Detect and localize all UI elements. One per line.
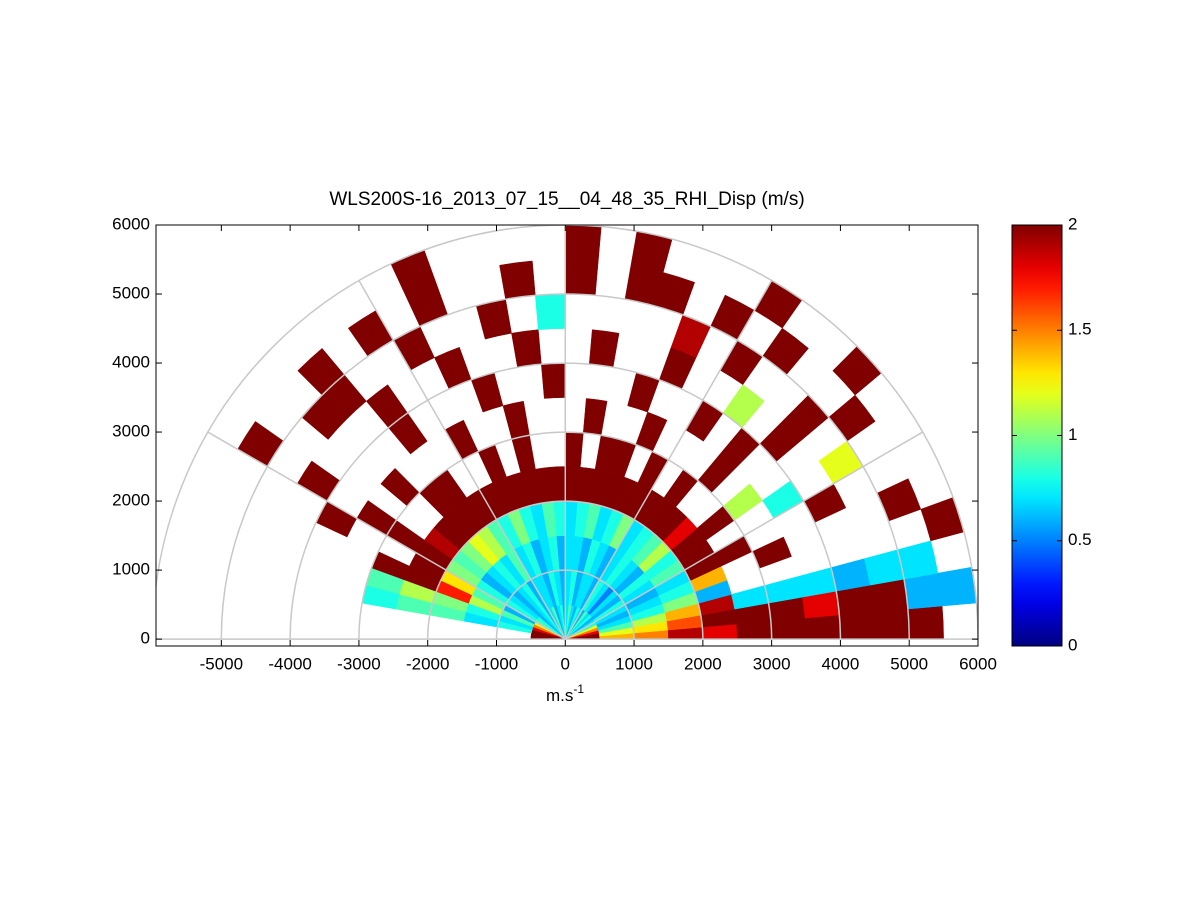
plot-area [156, 225, 978, 640]
x-tick-label: -1000 [475, 654, 518, 673]
cell [565, 225, 602, 262]
cell [830, 558, 871, 592]
y-tick-label: 6000 [112, 214, 150, 233]
colorbar [1011, 224, 1063, 647]
x-axis-label-base: m.s [546, 686, 573, 705]
x-tick-label: -3000 [337, 654, 380, 673]
cell [710, 294, 755, 341]
cell [663, 469, 699, 508]
axes-box [155, 224, 979, 647]
cell [719, 339, 763, 386]
colorbar-tick-label: 2 [1068, 214, 1077, 233]
y-tick-label: 1000 [112, 560, 150, 579]
cell [920, 497, 965, 542]
cell [296, 460, 341, 502]
x-tick-label: 2000 [684, 654, 722, 673]
y-tick-label: 4000 [112, 353, 150, 372]
y-tick-label: 2000 [112, 491, 150, 510]
cell [237, 421, 284, 467]
cell [541, 362, 566, 399]
cell [828, 394, 876, 442]
polar-spoke [564, 280, 773, 640]
cell [839, 611, 876, 640]
x-tick-label: 4000 [822, 654, 860, 673]
x-tick-label: 0 [561, 654, 570, 673]
cell [565, 259, 599, 296]
polar-spoke [564, 431, 924, 640]
cell [762, 327, 809, 376]
cell [722, 384, 765, 428]
x-axis-label-sup: -1 [573, 682, 584, 696]
colorbar-tick-label: 0.5 [1068, 530, 1092, 549]
colorbar-tick-label: 1.5 [1068, 320, 1092, 339]
x-tick-label: 5000 [890, 654, 928, 673]
y-tick-label: 5000 [112, 284, 150, 303]
cell [832, 345, 882, 396]
cell [535, 293, 566, 330]
cell [876, 478, 922, 522]
cell [347, 310, 394, 357]
cell [499, 260, 536, 300]
cell [392, 326, 435, 371]
cell [582, 398, 608, 436]
x-tick-label: 3000 [753, 654, 791, 673]
cell [502, 400, 530, 440]
cell [804, 614, 841, 640]
cell [937, 566, 977, 607]
colorbar-tick-label: 0 [1068, 635, 1077, 654]
polar-spoke [207, 431, 566, 640]
cell [754, 280, 803, 329]
x-tick-label: 6000 [959, 654, 997, 673]
cell [511, 329, 542, 368]
cell [903, 572, 943, 610]
cell [380, 467, 420, 507]
x-tick-label: 1000 [615, 654, 653, 673]
cell [818, 440, 864, 485]
cell [511, 434, 536, 473]
y-tick-label: 3000 [112, 422, 150, 441]
x-tick-label: -5000 [200, 654, 243, 673]
cell [907, 605, 944, 640]
polar-spoke [358, 280, 566, 640]
y-tick-label: 0 [141, 629, 150, 648]
x-axis-label: m.s-1 [546, 682, 584, 705]
cell [588, 329, 620, 368]
cell [770, 617, 807, 640]
x-tick-label: -4000 [268, 654, 311, 673]
cell [635, 411, 668, 452]
cell [873, 608, 910, 640]
x-tick-label: -2000 [406, 654, 449, 673]
chart-title: WLS200S-16_2013_07_15__04_48_35_RHI_Disp… [329, 189, 804, 210]
cell [863, 549, 905, 586]
cell [475, 298, 512, 340]
cell [565, 431, 584, 468]
colorbar-tick-label: 1 [1068, 425, 1077, 444]
